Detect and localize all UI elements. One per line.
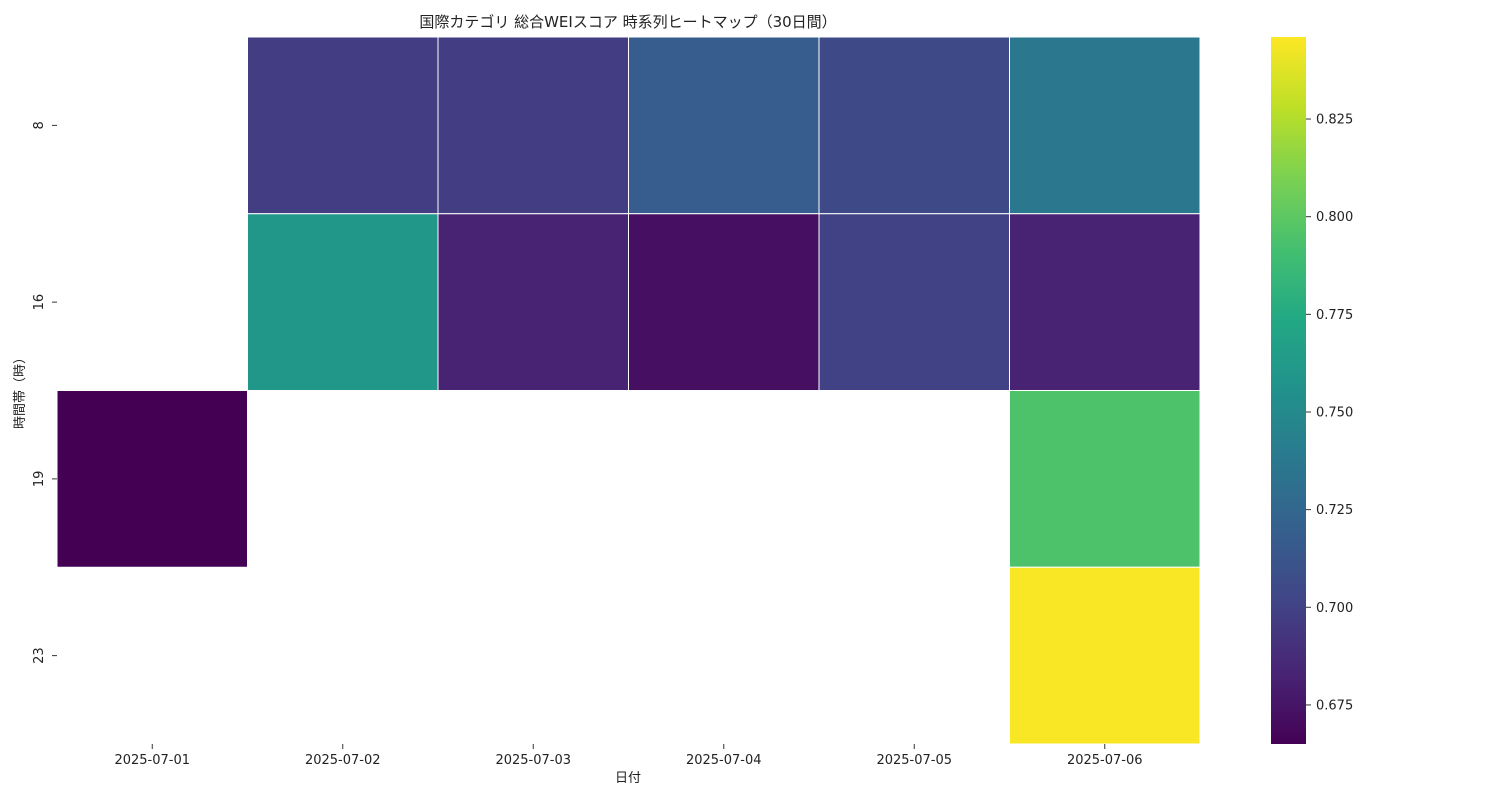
y-axis-label: 時間帯（時） — [13, 351, 28, 429]
y-axis-ticks: 8 16 19 23 — [32, 121, 57, 664]
heatmap-cell — [1009, 36, 1201, 215]
colorbar-tick-label: 0.700 — [1316, 601, 1353, 616]
chart-title: 国際カテゴリ 総合WEIスコア 時系列ヒートマップ（30日間） — [419, 13, 836, 31]
heatmap-cell — [1009, 390, 1201, 568]
colorbar-tick-label: 0.775 — [1316, 308, 1353, 323]
heatmap-cell — [628, 213, 820, 391]
heatmap-cell — [1009, 566, 1201, 745]
y-tick-label: 8 — [32, 121, 47, 129]
y-tick-label: 16 — [32, 294, 47, 311]
heatmap-cell — [1009, 213, 1201, 391]
y-tick-label: 23 — [32, 647, 47, 664]
colorbar-tick-label: 0.800 — [1316, 210, 1353, 225]
x-axis-ticks: 2025-07-01 2025-07-02 2025-07-03 2025-07-04… — [114, 744, 1143, 768]
colorbar-tick-label: 0.675 — [1316, 698, 1353, 713]
colorbar-tick-label: 0.725 — [1316, 503, 1353, 518]
x-tick-label: 2025-07-02 — [305, 753, 381, 768]
x-tick-label: 2025-07-04 — [686, 753, 762, 768]
heatmap-cells — [56, 36, 1201, 745]
heatmap-cell — [56, 390, 248, 568]
colorbar-ticks: 0.675 0.700 0.725 0.750 0.775 0.800 0.825 — [1306, 113, 1353, 713]
x-tick-label: 2025-07-01 — [114, 753, 190, 768]
colorbar — [1271, 37, 1306, 744]
x-tick-label: 2025-07-05 — [876, 753, 952, 768]
colorbar-tick-label: 0.825 — [1316, 113, 1353, 128]
heatmap-cell — [628, 36, 820, 215]
heatmap-cell — [437, 213, 629, 391]
y-tick-label: 19 — [32, 471, 47, 488]
heatmap-cell — [247, 36, 439, 215]
x-tick-label: 2025-07-06 — [1067, 753, 1143, 768]
heatmap-cell — [437, 36, 629, 215]
heatmap-cell — [818, 213, 1010, 391]
colorbar-tick-label: 0.750 — [1316, 405, 1353, 420]
heatmap-cell — [247, 213, 439, 391]
x-tick-label: 2025-07-03 — [495, 753, 571, 768]
heatmap-cell — [818, 36, 1010, 215]
x-axis-label: 日付 — [615, 771, 641, 786]
